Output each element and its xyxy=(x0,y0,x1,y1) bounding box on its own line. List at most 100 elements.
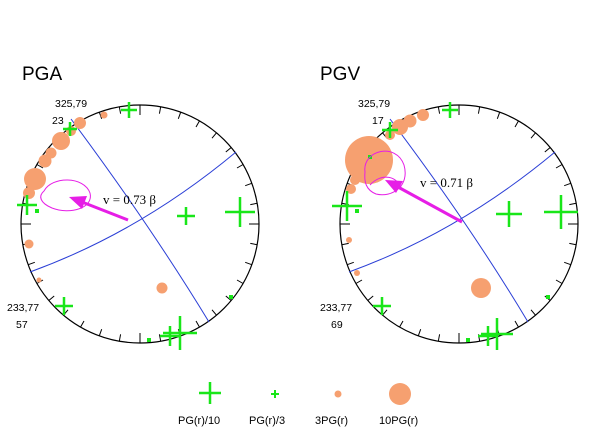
strike-label-bottom: 233,77 xyxy=(7,302,39,314)
amplitude-circle xyxy=(36,277,42,283)
azimuth-tick xyxy=(514,320,519,328)
azimuth-tick xyxy=(225,295,232,301)
amplitude-circle xyxy=(346,184,356,194)
legend: PG(r)/10 PG(r)/3 3PG(r) 10PG(r) xyxy=(178,382,418,427)
amplitude-circle xyxy=(346,237,352,243)
nodal-plane xyxy=(348,151,556,273)
nodal-plane xyxy=(29,151,237,273)
amplitude-circle xyxy=(417,109,429,121)
large-cross-icon xyxy=(199,382,221,404)
azimuth-tick xyxy=(225,147,232,153)
azimuth-tick xyxy=(245,182,252,187)
amplitude-cross xyxy=(373,297,391,315)
small-cross xyxy=(147,338,151,342)
amplitude-crosses xyxy=(17,102,255,350)
amplitude-crosses xyxy=(332,102,578,350)
amplitude-cross xyxy=(442,102,458,118)
amplitude-cross xyxy=(544,195,578,229)
azimuth-tick xyxy=(514,120,519,128)
nodal-plane xyxy=(389,118,529,323)
azimuth-tick xyxy=(564,261,571,266)
amplitude-circle xyxy=(345,136,393,184)
amplitude-circle xyxy=(24,239,34,249)
rupture-velocity-arrow xyxy=(81,200,129,222)
rupture-contour xyxy=(364,150,406,196)
azimuth-tick xyxy=(98,112,103,119)
azimuth-tick xyxy=(36,164,44,169)
amplitude-cross xyxy=(225,197,255,227)
amplitude-cross xyxy=(332,191,362,221)
amplitude-cross xyxy=(177,207,195,225)
arrow-head xyxy=(69,196,87,209)
small-cross xyxy=(466,338,470,342)
amplitude-circle xyxy=(38,154,52,168)
strike-label-top: 325,79 xyxy=(55,98,87,110)
azimuth-tick xyxy=(158,106,162,114)
count-label-bottom: 69 xyxy=(331,319,343,331)
azimuth-tick xyxy=(250,242,258,246)
amplitude-circle xyxy=(392,119,408,135)
panel-title: PGA xyxy=(22,64,62,85)
amplitude-cross xyxy=(55,297,73,315)
azimuth-tick xyxy=(177,112,182,119)
azimuth-tick xyxy=(118,334,122,342)
azimuth-tick xyxy=(250,202,258,206)
small-cross-icon xyxy=(271,390,279,398)
azimuth-tick xyxy=(158,334,162,342)
large-circle-icon xyxy=(389,383,411,405)
amplitude-circle xyxy=(74,117,86,129)
azimuth-tick xyxy=(367,295,374,301)
amplitude-cross xyxy=(382,122,398,138)
panel-pgv: PGV 325,79 17 233,77 69 xyxy=(320,64,579,350)
azimuth-tick xyxy=(80,320,85,328)
azimuth-tick xyxy=(195,320,200,328)
amplitude-cross xyxy=(481,318,513,350)
azimuth-tick xyxy=(555,164,563,169)
azimuth-tick xyxy=(355,279,363,284)
small-cross xyxy=(355,209,359,213)
azimuth-tick xyxy=(236,164,244,169)
velocity-label: v = 0.73 β xyxy=(103,192,156,207)
amplitude-circle xyxy=(24,168,46,190)
azimuth-tick xyxy=(555,279,563,284)
strike-label-bottom: 233,77 xyxy=(320,302,352,314)
small-circle-icon xyxy=(334,390,342,398)
strike-label-top: 325,79 xyxy=(358,98,390,110)
count-label-top: 23 xyxy=(52,115,64,127)
legend-label: PG(r)/10 xyxy=(178,415,220,427)
azimuth-tick xyxy=(530,132,536,139)
small-cross xyxy=(35,209,39,213)
azimuth-tick xyxy=(496,112,501,119)
azimuth-tick xyxy=(245,261,252,266)
rupture-velocity-arrow xyxy=(397,185,463,224)
azimuth-tick xyxy=(236,279,244,284)
azimuth-tick xyxy=(569,202,577,206)
amplitude-circle xyxy=(471,278,491,298)
azimuth-tick xyxy=(437,334,441,342)
azimuth-tick xyxy=(341,242,349,246)
count-label-bottom: 57 xyxy=(16,319,28,331)
amplitude-cross xyxy=(163,316,197,350)
azimuth-tick xyxy=(28,261,35,266)
amplitude-circle xyxy=(23,187,35,199)
amplitude-circles xyxy=(23,111,168,294)
count-label-top: 17 xyxy=(372,115,384,127)
legend-item-large-cross: PG(r)/10 xyxy=(178,382,221,427)
amplitude-circles xyxy=(345,109,491,298)
azimuth-tick xyxy=(98,329,103,336)
amplitude-circle xyxy=(350,175,360,185)
legend-item-small-cross: PG(r)/3 xyxy=(249,390,285,427)
azimuth-tick xyxy=(399,320,404,328)
amplitude-circle xyxy=(100,111,108,119)
legend-label: 10PG(r) xyxy=(379,415,418,427)
azimuth-tick xyxy=(211,132,217,139)
amplitude-cross xyxy=(63,122,77,136)
small-cross xyxy=(229,295,233,299)
azimuth-tick xyxy=(211,309,217,316)
azimuth-tick xyxy=(544,147,551,153)
azimuth-tick xyxy=(195,120,200,128)
panel-title: PGV xyxy=(320,64,360,85)
amplitude-circle xyxy=(354,270,360,276)
stereonet-circle xyxy=(20,104,260,344)
